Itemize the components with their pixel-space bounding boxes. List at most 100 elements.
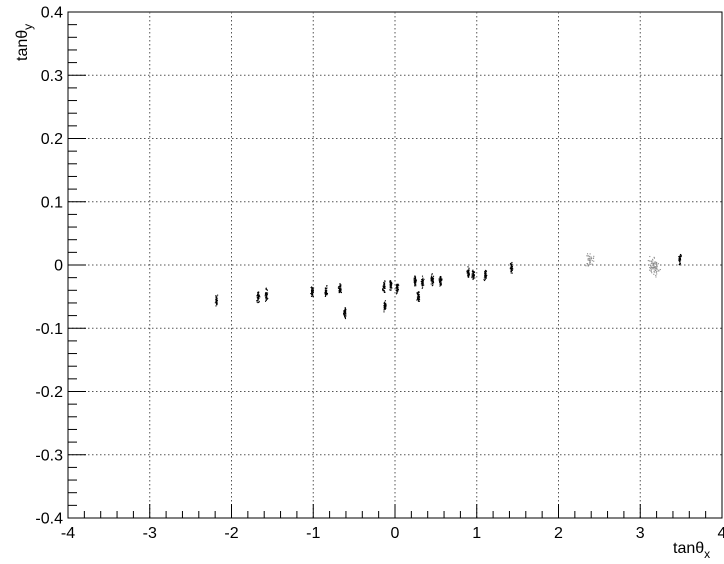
scatter-point: [325, 293, 327, 295]
scatter-point: [418, 297, 420, 300]
scatter-point: [650, 270, 652, 272]
scatter-point: [397, 284, 399, 286]
y-tick-label: 0.2: [41, 131, 63, 148]
scatter-point: [652, 264, 654, 266]
scatter-point: [325, 295, 327, 297]
scatter-point: [467, 271, 469, 273]
scatter-point: [484, 272, 486, 274]
scatter-point: [511, 266, 513, 268]
scatter-point: [588, 257, 591, 259]
y-tick-labels: -0.4 -0.3 -0.2 -0.1 0 0.1 0.2 0.3 0.4: [35, 5, 63, 528]
scatter-point: [312, 289, 314, 291]
scatter-point: [430, 275, 432, 277]
x-tick-labels: -4 -3 -2 -1 0 1 2 3 4: [61, 525, 724, 542]
scatter-point: [344, 316, 346, 318]
scatter-point: [468, 273, 470, 276]
scatter-point: [467, 271, 469, 274]
scatter-point: [439, 283, 441, 285]
scatter-point: [468, 271, 470, 273]
scatter-point: [589, 261, 591, 263]
y-tick-label: 0.3: [41, 68, 63, 85]
scatter-point: [423, 278, 425, 280]
x-axis-title: tanθx: [673, 540, 710, 561]
scatter-point: [467, 269, 469, 271]
scatter-point: [510, 267, 512, 269]
scatter-point: [422, 282, 424, 284]
scatter-point: [264, 295, 266, 297]
scatter-point: [345, 313, 347, 315]
y-tick-label: 0.4: [41, 5, 63, 22]
scatter-point: [658, 270, 660, 272]
scatter-point: [511, 269, 513, 272]
scatter-point: [422, 280, 425, 282]
scatter-point: [510, 263, 512, 265]
scatter-point: [414, 276, 417, 278]
scatter-point: [390, 284, 393, 286]
y-axis-title: tanθy: [14, 24, 35, 61]
scatter-point: [647, 260, 649, 262]
scatter-point: [267, 297, 269, 300]
scatter-point: [430, 280, 432, 282]
scatter-point: [650, 260, 652, 262]
scatter-point: [655, 274, 657, 276]
scatter-point: [653, 256, 655, 258]
scatter-point: [382, 289, 384, 291]
data-points: [214, 253, 682, 320]
scatter-point: [311, 291, 313, 293]
scatter-point: [680, 256, 682, 258]
scatter-point: [417, 294, 419, 296]
scatter-point: [397, 289, 399, 291]
scatter-point: [324, 295, 326, 297]
scatter-point: [655, 263, 657, 265]
y-axis-title-subscript: y: [21, 24, 35, 30]
scatter-point: [257, 297, 259, 299]
scatter-point: [384, 281, 386, 283]
scatter-point: [485, 271, 487, 273]
scatter-point: [656, 266, 658, 268]
scatter-point: [417, 293, 419, 296]
scatter-point: [422, 277, 424, 279]
scatter-point: [586, 253, 589, 255]
scatter-point: [384, 307, 386, 309]
scatter-point: [396, 285, 398, 287]
scatter-point: [391, 287, 393, 289]
scatter-point: [389, 281, 391, 283]
scatter-point: [656, 262, 658, 264]
scatter-point: [344, 315, 346, 317]
scatter-point: [431, 285, 433, 287]
scatter-point: [432, 277, 434, 279]
scatter-point: [340, 292, 342, 294]
scatter-point: [510, 269, 512, 271]
scatter-point: [384, 280, 386, 282]
scatter-point: [423, 284, 425, 286]
scatter-point: [653, 265, 655, 267]
scatter-point: [344, 318, 347, 320]
scatter-point: [343, 310, 345, 312]
scatter-point: [432, 275, 435, 277]
scatter-point: [656, 267, 658, 270]
scatter-point: [592, 257, 594, 259]
scatter-point: [256, 301, 258, 303]
scatter-point: [471, 270, 473, 272]
scatter-point: [653, 268, 655, 270]
scatter-point: [389, 280, 391, 282]
scatter-point: [417, 297, 419, 299]
scatter-point: [415, 285, 417, 287]
scatter-point: [216, 302, 218, 304]
scatter-point: [511, 267, 513, 269]
scatter-point: [395, 293, 397, 295]
scatter-point: [415, 280, 417, 282]
scatter-point: [343, 314, 346, 316]
scatter-point: [656, 270, 658, 273]
x-tick-label: 0: [391, 525, 400, 542]
scatter-point: [383, 309, 385, 311]
scatter-point: [417, 292, 420, 294]
scatter-point: [216, 304, 218, 306]
scatter-point: [652, 268, 654, 270]
scatter-point: [326, 293, 328, 295]
scatter-point: [679, 264, 681, 266]
x-axis-title-subscript: x: [704, 547, 710, 561]
scatter-point: [414, 283, 416, 285]
scatter-point: [383, 305, 385, 307]
scatter-point: [395, 289, 397, 291]
